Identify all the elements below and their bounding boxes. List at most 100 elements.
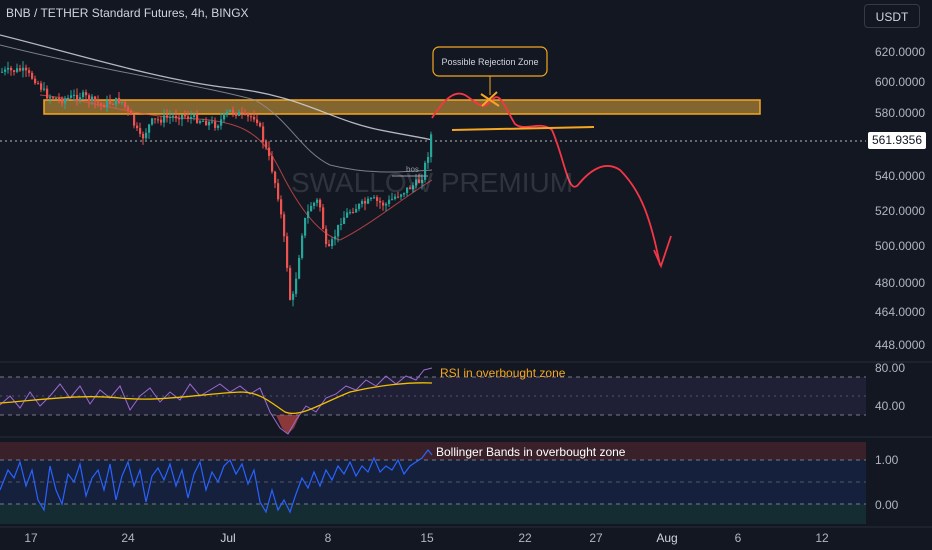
candle-body — [274, 171, 277, 184]
last-price-tag: 561.9356 — [868, 132, 926, 149]
candle-body — [388, 199, 391, 204]
candle-body — [61, 98, 64, 104]
candle-body — [307, 211, 310, 218]
candle-body — [367, 198, 370, 204]
ma-mid — [0, 44, 433, 173]
candle-body — [166, 115, 169, 118]
candle-body — [58, 97, 61, 99]
candle-body — [163, 115, 166, 123]
candle-body — [283, 214, 286, 237]
rsi-line — [0, 367, 433, 435]
candle-body — [151, 118, 154, 125]
candle-body — [328, 244, 331, 247]
candle-body — [244, 112, 247, 114]
candle-body — [88, 95, 91, 101]
candle-body — [319, 199, 322, 208]
candle-body — [247, 113, 250, 117]
time-tick: 24 — [121, 531, 135, 545]
candle-body — [13, 70, 16, 72]
candle-body — [361, 201, 364, 204]
time-tick: Jul — [220, 531, 235, 545]
candle-body — [112, 104, 115, 106]
candle-body — [292, 293, 295, 300]
candle-body — [103, 104, 106, 108]
currency-button[interactable]: USDT — [864, 4, 920, 28]
candle-body — [190, 117, 193, 119]
candle-body — [187, 116, 190, 119]
candle-body — [391, 198, 394, 200]
candle-body — [370, 197, 373, 199]
candle-body — [46, 88, 49, 99]
double-top-line — [451, 126, 595, 131]
candle-body — [157, 119, 160, 121]
watermark: SWALLOW PREMIUM — [291, 167, 573, 198]
candle-body — [19, 68, 22, 71]
candle-body — [37, 83, 40, 85]
time-tick: 17 — [24, 531, 38, 545]
candle-body — [289, 267, 292, 300]
candle-body — [355, 208, 358, 213]
price-axis[interactable]: 620.0000 600.0000 580.0000 540.0000 520.… — [875, 45, 925, 352]
candle-body — [352, 212, 355, 214]
price-tick: 448.0000 — [875, 338, 925, 352]
candle-body — [310, 205, 313, 212]
candle-body — [430, 134, 433, 157]
candle-body — [406, 187, 409, 193]
candle-body — [85, 92, 88, 96]
candle-body — [34, 78, 37, 84]
candle-body — [43, 88, 46, 90]
candle-body — [73, 94, 76, 96]
candle-body — [142, 133, 145, 139]
candle-body — [337, 224, 340, 237]
candle-body — [301, 235, 304, 258]
candle-body — [76, 94, 79, 100]
candle-body — [97, 101, 100, 104]
candle-body — [127, 107, 130, 111]
time-tick: 15 — [420, 531, 434, 545]
ma-long — [0, 34, 433, 141]
candle-body — [265, 141, 268, 148]
candle-body — [205, 120, 208, 126]
rejection-zone-callout — [432, 46, 548, 77]
candle-body — [403, 192, 406, 195]
candle-body — [175, 115, 178, 119]
candle-body — [202, 120, 205, 122]
candle-body — [394, 196, 397, 199]
candle-body — [358, 203, 361, 209]
candle-body — [271, 156, 274, 172]
bos-label: bos — [406, 165, 419, 174]
candle-body — [280, 199, 283, 215]
candle-body — [52, 97, 55, 99]
candle-body — [145, 132, 148, 139]
bb-lower-zone — [0, 504, 866, 524]
candle-body — [397, 196, 400, 198]
bb-tick: 1.00 — [875, 453, 899, 467]
candle-body — [178, 118, 181, 120]
candle-body — [400, 194, 403, 197]
candle-body — [325, 228, 328, 245]
time-tick: 22 — [518, 531, 532, 545]
time-tick: 12 — [815, 531, 829, 545]
candle-body — [235, 112, 238, 116]
time-axis[interactable]: 17 24 Jul 8 15 22 27 Aug 6 12 — [24, 531, 829, 545]
candle-body — [277, 183, 280, 200]
candle-body — [412, 185, 415, 190]
candle-body — [415, 179, 418, 186]
price-tick: 620.0000 — [875, 45, 925, 59]
candle-body — [316, 199, 319, 203]
candle-body — [286, 236, 289, 268]
candle-body — [382, 202, 385, 206]
time-tick: Aug — [656, 531, 677, 545]
chart-title: BNB / TETHER Standard Futures, 4h, BINGX — [6, 6, 249, 20]
candle-body — [379, 200, 382, 203]
candle-body — [322, 207, 325, 229]
rsi-annotation: RSI in overbought zone — [440, 366, 566, 380]
candle-body — [196, 114, 199, 123]
candle-body — [214, 121, 217, 128]
candle-body — [133, 115, 136, 126]
resistance-zone — [43, 99, 761, 115]
candle-body — [334, 236, 337, 240]
rsi-tick: 40.00 — [875, 399, 905, 413]
candle-body — [346, 212, 349, 218]
